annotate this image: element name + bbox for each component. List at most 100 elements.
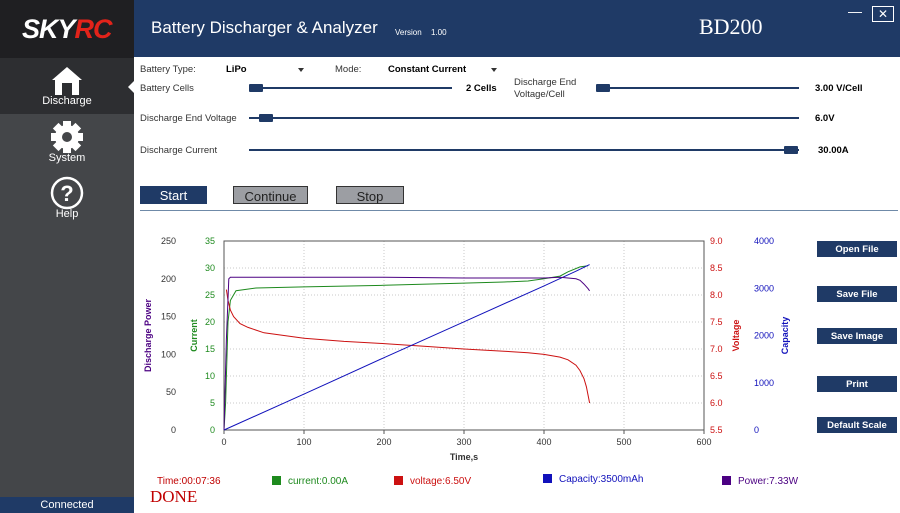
x-tick-label: 600	[696, 437, 711, 447]
logo-left: SKY	[22, 14, 76, 44]
power-tick-label: 100	[161, 349, 176, 359]
time-readout: Time:00:07:36	[157, 476, 221, 487]
battery-cells-label: Battery Cells	[140, 83, 194, 94]
header: Battery Discharger & Analyzer Version 1.…	[134, 0, 900, 57]
sidebar-item-label: System	[48, 152, 86, 164]
power-swatch	[722, 476, 731, 485]
x-tick-label: 200	[376, 437, 391, 447]
current-tick-label: 5	[210, 398, 215, 408]
connection-status: Connected	[0, 497, 134, 513]
mode-label: Mode:	[335, 64, 362, 75]
close-button[interactable]: ✕	[872, 6, 894, 22]
logo-right: RC	[74, 14, 113, 44]
discharge-current-label: Discharge Current	[140, 145, 218, 156]
gear-icon	[51, 121, 83, 153]
current-readout: current:0.00A	[288, 476, 349, 487]
continue-button[interactable]: Continue	[233, 186, 308, 204]
done-status: DONE	[150, 487, 198, 506]
sidebar: SKYRC Discharge System ? Help Conne	[0, 0, 134, 513]
model-name: BD200	[699, 14, 763, 39]
discharge-end-cell-label: Discharge End	[514, 77, 577, 88]
current-swatch	[272, 476, 281, 485]
x-axis-label: Time,s	[450, 452, 478, 462]
x-tick-label: 300	[456, 437, 471, 447]
power-tick-label: 0	[171, 425, 176, 435]
voltage-swatch	[394, 476, 403, 485]
voltage-tick-label: 6.0	[710, 398, 723, 408]
sidebar-item-label: Help	[55, 208, 79, 220]
discharge-end-voltage-slider[interactable]	[249, 117, 799, 119]
discharge-chart: 0 100 200 300 400 500 600Time,s050100150200250…	[143, 236, 790, 462]
discharge-end-cell-slider[interactable]	[596, 87, 799, 89]
plot-frame	[223, 240, 705, 431]
save-image-button[interactable]: Save Image	[817, 328, 897, 344]
current-tick-label: 10	[205, 371, 215, 381]
voltage-tick-label: 9.0	[710, 236, 723, 246]
current-axis-label: Current	[189, 319, 199, 352]
minimize-button[interactable]: —	[848, 3, 862, 19]
chevron-down-icon[interactable]	[491, 68, 497, 72]
capacity-tick-label: 4000	[754, 236, 774, 246]
battery-cells-slider[interactable]	[249, 87, 452, 89]
chevron-down-icon[interactable]	[298, 68, 304, 72]
skyrc-logo: SKYRC	[0, 0, 134, 58]
power-readout: Power:7.33W	[738, 476, 799, 487]
discharge-end-voltage-value: 6.0V	[815, 113, 835, 124]
voltage-tick-label: 7.0	[710, 344, 723, 354]
capacity-readout: Capacity:3500mAh	[559, 474, 644, 485]
voltage-tick-label: 5.5	[710, 425, 723, 435]
battery-type-select[interactable]: LiPo	[226, 64, 247, 75]
sidebar-item-system[interactable]: System	[0, 114, 134, 170]
power-tick-label: 200	[161, 274, 176, 284]
svg-text:?: ?	[60, 181, 73, 206]
discharge-end-voltage-label: Discharge End Voltage	[140, 113, 237, 124]
battery-cells-value: 2 Cells	[466, 83, 497, 94]
discharge-end-cell-value: 3.00 V/Cell	[815, 83, 863, 94]
discharge-current-value: 30.00A	[818, 145, 849, 156]
stop-button[interactable]: Stop	[336, 186, 404, 204]
legend-voltage: voltage:6.50V	[394, 476, 471, 487]
app-title: Battery Discharger & Analyzer	[151, 18, 378, 37]
battery-type-label: Battery Type:	[140, 64, 196, 75]
current-series-line	[223, 265, 589, 431]
sidebar-item-discharge[interactable]: Discharge	[0, 58, 134, 114]
x-tick-label: 400	[536, 437, 551, 447]
divider	[140, 210, 898, 211]
capacity-swatch	[543, 474, 552, 483]
power-tick-label: 150	[161, 312, 176, 322]
discharge-end-cell-label-2: Voltage/Cell	[514, 89, 565, 100]
sidebar-item-help[interactable]: ? Help	[0, 170, 134, 226]
voltage-tick-label: 8.0	[710, 290, 723, 300]
version-value: 1.00	[431, 28, 447, 37]
discharge-current-slider-thumb[interactable]	[784, 146, 798, 154]
version-label: Version	[395, 28, 422, 37]
current-tick-label: 35	[205, 236, 215, 246]
mode-select[interactable]: Constant Current	[388, 64, 467, 75]
power-tick-label: 50	[166, 387, 176, 397]
start-button[interactable]: Start	[140, 186, 207, 204]
save-file-button[interactable]: Save File	[817, 286, 897, 302]
print-button[interactable]: Print	[817, 376, 897, 392]
x-tick-label: 0	[221, 437, 226, 447]
voltage-tick-label: 8.5	[710, 263, 723, 273]
power-axis-label: Discharge Power	[143, 298, 153, 372]
current-tick-label: 20	[205, 317, 215, 327]
capacity-tick-label: 3000	[754, 283, 774, 293]
battery-cells-slider-thumb[interactable]	[249, 84, 263, 92]
open-file-button[interactable]: Open File	[817, 241, 897, 257]
power-series-line	[223, 276, 591, 431]
voltage-series-line	[225, 289, 591, 404]
voltage-tick-label: 7.5	[710, 317, 723, 327]
discharge-end-cell-slider-thumb[interactable]	[596, 84, 610, 92]
legend-capacity: Capacity:3500mAh	[543, 474, 644, 485]
voltage-tick-label: 6.5	[710, 371, 723, 381]
current-tick-label: 25	[205, 290, 215, 300]
current-tick-label: 15	[205, 344, 215, 354]
capacity-axis-label: Capacity	[780, 317, 790, 355]
default-scale-button[interactable]: Default Scale	[817, 417, 897, 433]
voltage-readout: voltage:6.50V	[410, 476, 472, 487]
discharge-current-slider[interactable]	[249, 149, 799, 151]
capacity-tick-label: 1000	[754, 378, 774, 388]
discharge-end-voltage-slider-thumb[interactable]	[259, 114, 273, 122]
help-icon: ?	[50, 176, 84, 210]
